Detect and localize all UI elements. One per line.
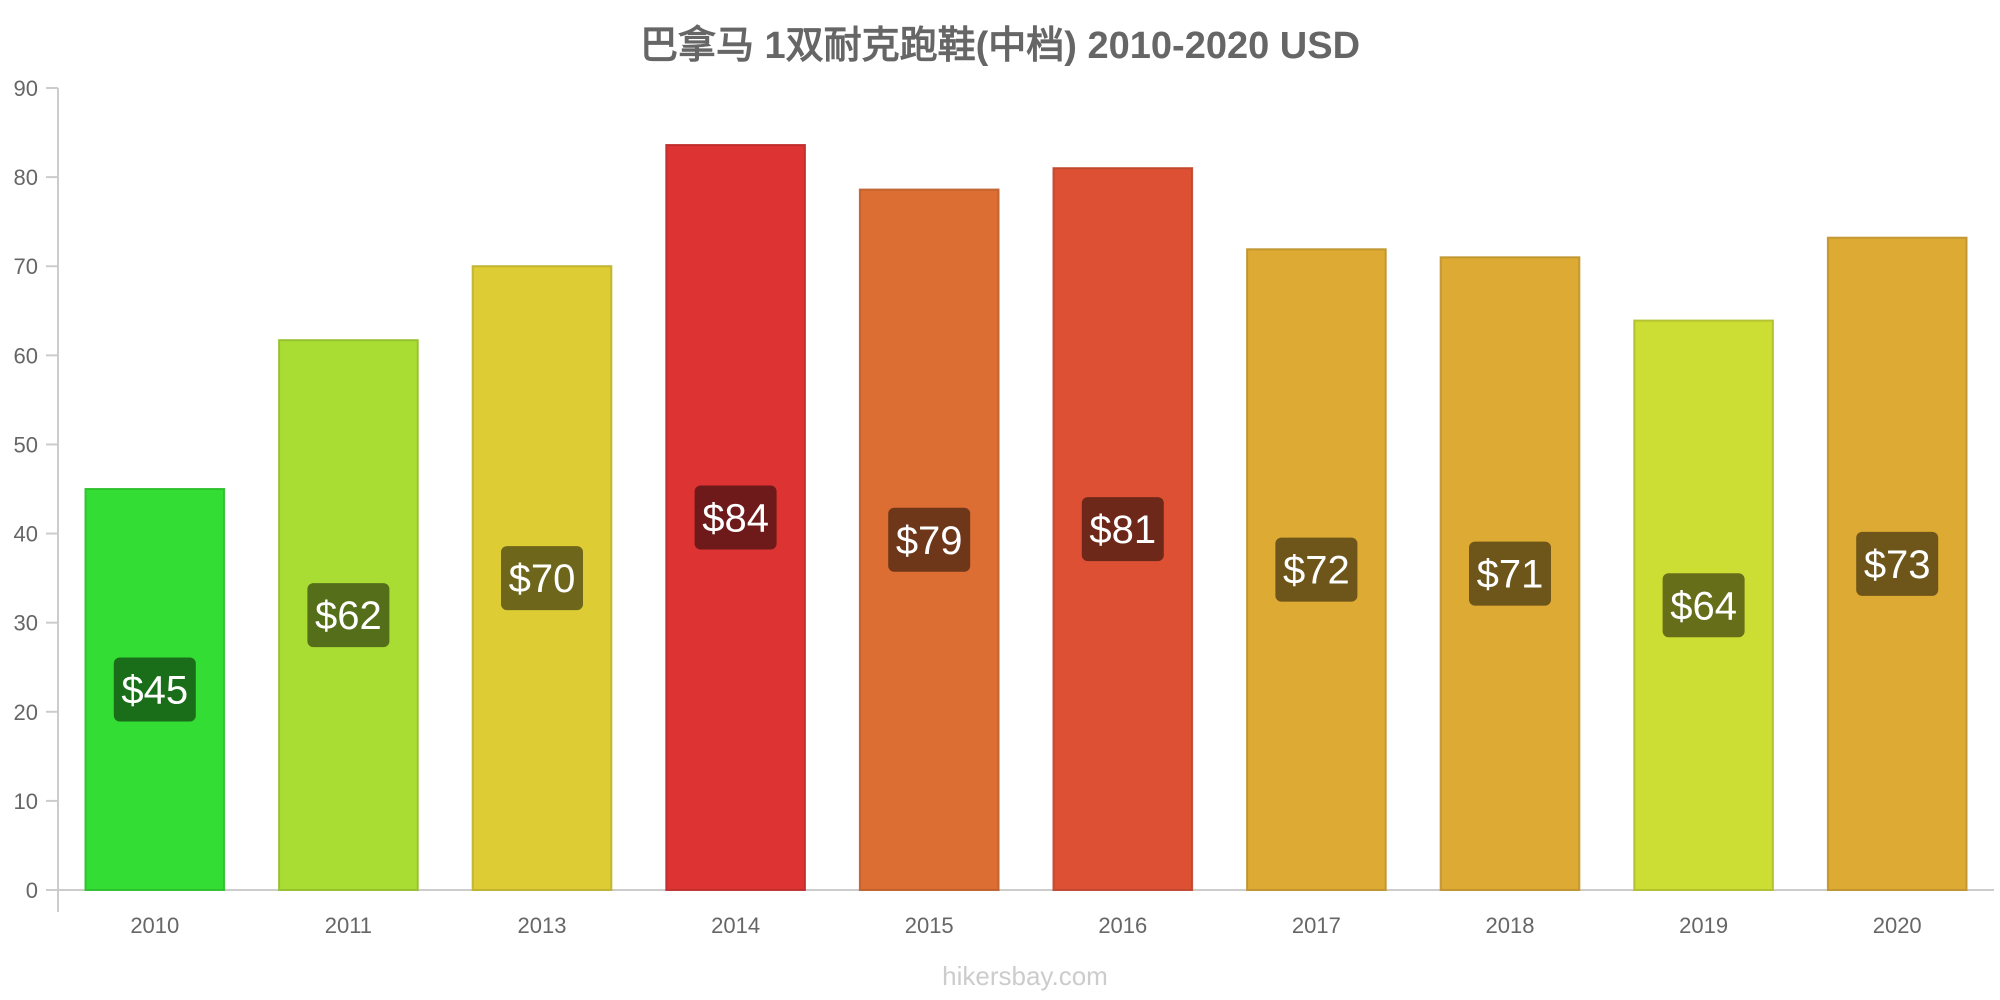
- y-tick-label: 30: [14, 611, 38, 636]
- bar-outline: [665, 144, 806, 891]
- data-label: $62: [315, 594, 382, 638]
- y-tick-label: 90: [14, 76, 38, 101]
- data-label-box: [307, 583, 390, 648]
- y-axis-ticks: 0 10 20 30 40 50 60 70 80 90: [14, 76, 58, 903]
- watermark: hikersbay.com: [942, 961, 1108, 991]
- data-label-box: [694, 485, 777, 550]
- data-label-box: [888, 507, 971, 572]
- bar-outline: [1633, 319, 1774, 891]
- y-tick-label: 0: [26, 878, 38, 903]
- data-label-box: [1081, 497, 1164, 562]
- x-tick-label: 2018: [1486, 913, 1535, 938]
- data-label: $73: [1864, 543, 1931, 587]
- bar-outline: [84, 488, 226, 891]
- bar-outline: [1439, 256, 1581, 891]
- bars-group: [84, 144, 1968, 891]
- x-tick-label: 2013: [518, 913, 567, 938]
- x-tick-label: 2011: [325, 913, 372, 938]
- data-label: $84: [702, 497, 769, 541]
- data-label: $64: [1670, 584, 1737, 628]
- x-tick-label: 2017: [1292, 913, 1341, 938]
- bar-outline: [1826, 236, 1968, 891]
- data-label: $72: [1283, 549, 1350, 593]
- bar-outline: [1246, 248, 1387, 891]
- bar-outline: [278, 339, 419, 891]
- data-label-box: [1662, 573, 1745, 638]
- x-tick-label: 2010: [130, 913, 179, 938]
- y-tick-label: 20: [14, 700, 38, 725]
- x-axis-ticks: 2010 2011 2013 2014 2015 2016 2017 2018 2019 2020: [130, 913, 1921, 938]
- x-tick-label: 2016: [1098, 913, 1147, 938]
- x-tick-label: 2020: [1873, 913, 1922, 938]
- y-tick-label: 10: [14, 789, 38, 814]
- chart-title: 巴拿马 1双耐克跑鞋(中档) 2010-2020 USD: [640, 24, 1360, 67]
- data-label: $45: [121, 669, 188, 713]
- bar-outline: [858, 188, 1000, 891]
- data-label-box: [501, 546, 583, 611]
- bar-outline: [1052, 167, 1194, 891]
- y-tick-label: 70: [14, 254, 38, 279]
- data-label-box: [1469, 541, 1551, 606]
- y-tick-label: 60: [14, 343, 38, 368]
- data-label: $79: [896, 519, 963, 563]
- x-tick-label: 2015: [905, 913, 954, 938]
- y-tick-label: 40: [14, 522, 38, 547]
- data-label: $71: [1477, 553, 1544, 597]
- y-tick-label: 50: [14, 432, 38, 457]
- data-labels-group: $45 $62 $70 $84 $79 $81 $72 $71 $64 $73: [113, 485, 1939, 722]
- data-label: $70: [509, 557, 576, 601]
- data-label: $81: [1089, 508, 1156, 552]
- data-label-box: [1275, 537, 1358, 602]
- data-label-box: [113, 657, 196, 722]
- bar-outline: [471, 265, 613, 891]
- x-tick-label: 2014: [711, 913, 760, 938]
- y-tick-label: 80: [14, 165, 38, 190]
- x-tick-label: 2019: [1679, 913, 1728, 938]
- data-label-box: [1856, 531, 1939, 596]
